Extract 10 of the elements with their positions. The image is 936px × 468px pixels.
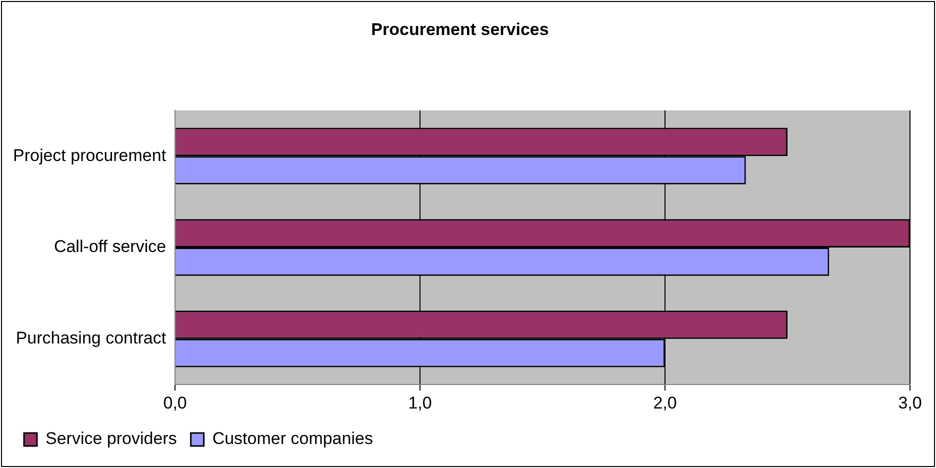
chart-title: Procurement services	[371, 20, 549, 39]
y-tick-label: Project procurement	[12, 146, 166, 165]
y-tick-label: Purchasing contract	[16, 328, 166, 348]
legend-label: Service providers	[46, 429, 177, 448]
y-tick-label: Call-off service	[54, 237, 166, 256]
x-tick-label: 1,0	[408, 393, 432, 412]
x-tick-label: 2,0	[653, 393, 677, 412]
legend-label: Customer companies	[212, 429, 373, 448]
x-tick-label: 0,0	[163, 393, 187, 412]
x-tick-label: 3,0	[898, 393, 922, 412]
